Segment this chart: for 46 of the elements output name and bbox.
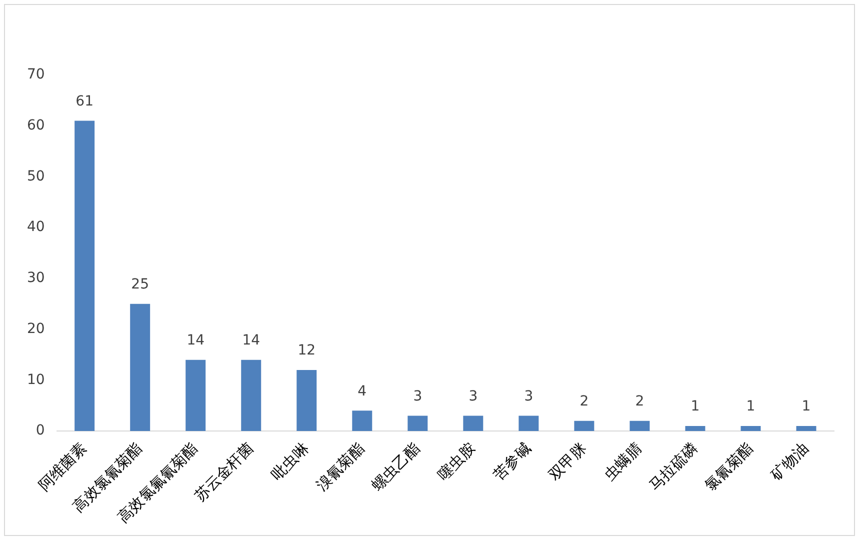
- bar: [241, 360, 262, 432]
- x-tick-label: 螺虫乙酯: [368, 439, 424, 494]
- bar: [796, 426, 816, 432]
- bar: [685, 426, 706, 432]
- data-label: 25: [131, 276, 149, 293]
- x-tick-label: 溴氰菊酯: [312, 439, 368, 494]
- data-label: 1: [746, 398, 756, 415]
- data-label: 14: [186, 332, 205, 348]
- bar: [740, 426, 761, 432]
- x-tick-label: 马拉硫磷: [646, 439, 701, 494]
- data-label: 12: [298, 342, 316, 359]
- data-label: 2: [580, 393, 589, 410]
- data-label: 3: [524, 388, 534, 404]
- data-label: 3: [468, 388, 478, 404]
- y-tick-label: 50: [26, 168, 45, 184]
- bar: [296, 370, 317, 432]
- bar: [518, 416, 539, 432]
- bar: [74, 120, 95, 432]
- x-tick-label: 噻虫胺: [434, 439, 479, 484]
- bar: [186, 360, 206, 432]
- data-label: 14: [242, 332, 260, 348]
- y-tick-label: 20: [26, 320, 45, 337]
- y-tick-label: 40: [26, 219, 45, 236]
- data-label: 1: [690, 398, 700, 415]
- x-tick-label: 氯氰菊酯: [701, 439, 756, 494]
- y-tick-label: 60: [26, 118, 45, 134]
- bar: [463, 416, 484, 432]
- y-tick-label: 10: [26, 372, 45, 388]
- x-tick-label: 吡虫啉: [268, 439, 312, 484]
- data-label: 3: [413, 388, 422, 404]
- bar: [352, 410, 372, 432]
- y-tick-label: 0: [36, 422, 45, 439]
- x-tick-label: 虫螨腈: [600, 439, 646, 484]
- bar: [630, 420, 650, 432]
- x-tick-label: 矿物油: [766, 439, 812, 484]
- bar: [574, 420, 594, 432]
- data-label: 61: [76, 93, 94, 110]
- y-tick-label: 70: [26, 66, 45, 83]
- data-label: 2: [635, 393, 644, 410]
- y-tick-label: 30: [26, 270, 45, 286]
- x-tick-label: 苦参碱: [490, 439, 534, 484]
- data-label: 4: [358, 383, 367, 400]
- data-label: 1: [802, 398, 811, 415]
- bar: [408, 416, 428, 432]
- x-tick-label: 双甲脒: [545, 439, 590, 484]
- bar: [130, 304, 150, 432]
